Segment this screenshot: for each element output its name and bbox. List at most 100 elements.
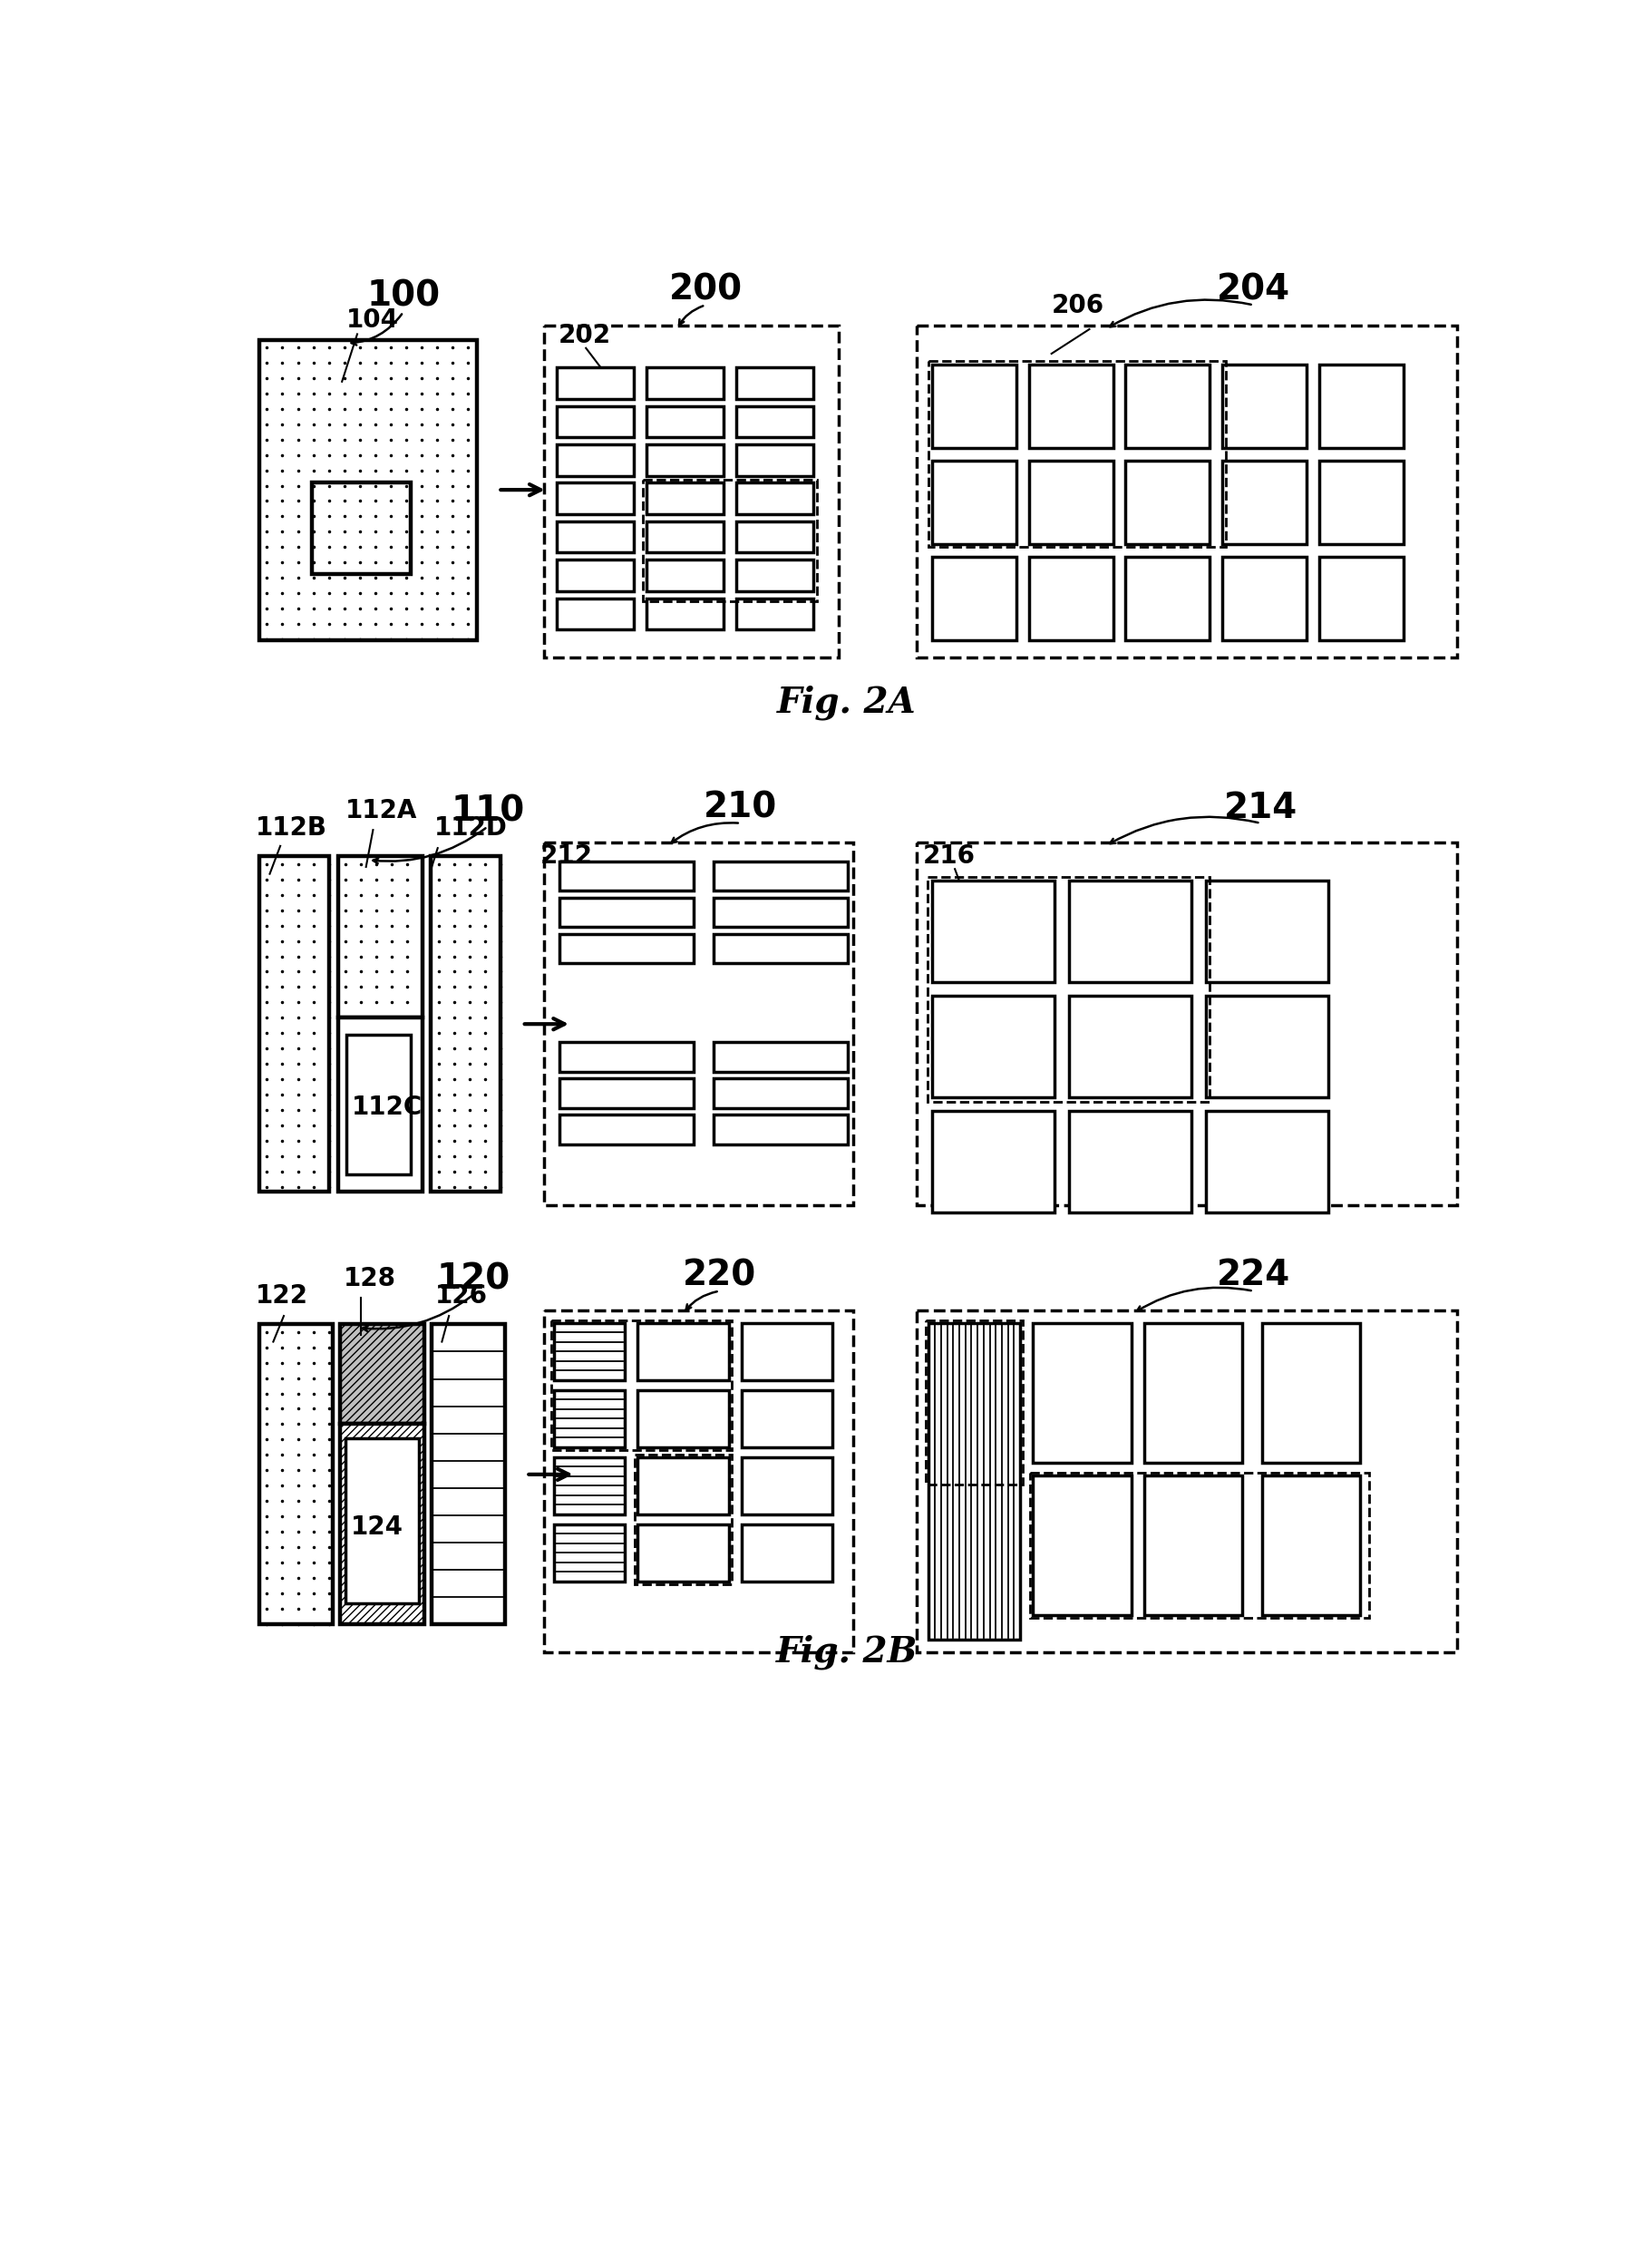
Bar <box>555 1525 624 1581</box>
Bar <box>259 1325 334 1624</box>
Bar <box>431 1325 506 1624</box>
Bar <box>742 1322 833 1381</box>
Bar <box>917 1311 1457 1653</box>
Bar <box>714 1080 847 1109</box>
Bar <box>932 996 1054 1098</box>
Bar <box>917 326 1457 657</box>
Bar <box>643 479 818 600</box>
Bar <box>646 367 724 398</box>
Bar <box>714 1041 847 1071</box>
Bar <box>560 1041 694 1071</box>
Text: 200: 200 <box>669 272 742 306</box>
Bar <box>737 560 814 591</box>
Text: 202: 202 <box>558 324 611 349</box>
Text: 214: 214 <box>1224 789 1297 825</box>
Bar <box>737 445 814 477</box>
Bar <box>431 857 501 1192</box>
Bar <box>1069 882 1191 983</box>
Bar <box>737 484 814 515</box>
Bar <box>557 484 634 515</box>
Bar <box>737 367 814 398</box>
Text: 126: 126 <box>434 1284 487 1309</box>
Bar <box>646 445 724 477</box>
Bar <box>646 598 724 630</box>
Bar <box>1262 1475 1360 1615</box>
Text: 224: 224 <box>1216 1257 1290 1293</box>
Text: 100: 100 <box>367 279 439 313</box>
Bar <box>742 1390 833 1446</box>
Bar <box>737 598 814 630</box>
Bar <box>1222 461 1307 544</box>
Text: 206: 206 <box>1051 292 1104 319</box>
Bar <box>917 843 1457 1205</box>
Bar <box>737 522 814 553</box>
Bar <box>927 1320 1023 1484</box>
Bar <box>340 1325 425 1424</box>
Bar <box>555 1457 624 1514</box>
Bar <box>1069 996 1191 1098</box>
Text: 112B: 112B <box>256 816 327 841</box>
Bar <box>742 1525 833 1581</box>
Bar <box>1206 996 1328 1098</box>
Bar <box>312 484 410 573</box>
Bar <box>1032 1475 1132 1615</box>
Bar <box>1125 558 1209 641</box>
Bar <box>928 362 1226 547</box>
Bar <box>339 1017 423 1192</box>
Text: Fig. 2A: Fig. 2A <box>776 686 917 720</box>
Bar <box>557 445 634 477</box>
Text: 212: 212 <box>540 843 593 868</box>
Text: 104: 104 <box>347 308 398 333</box>
Bar <box>555 1390 624 1446</box>
Bar <box>347 1035 411 1174</box>
Bar <box>557 598 634 630</box>
Bar <box>1029 364 1113 448</box>
Bar <box>544 843 852 1205</box>
Bar <box>1320 558 1404 641</box>
Text: 124: 124 <box>350 1514 403 1541</box>
Bar <box>714 897 847 927</box>
Bar <box>932 558 1016 641</box>
Bar <box>638 1390 729 1446</box>
Bar <box>555 1322 624 1381</box>
Bar <box>1222 558 1307 641</box>
Bar <box>560 897 694 927</box>
Bar <box>714 861 847 891</box>
Bar <box>1262 1322 1360 1462</box>
Bar <box>928 1322 1021 1640</box>
Bar <box>737 407 814 439</box>
Bar <box>932 364 1016 448</box>
Bar <box>1222 364 1307 448</box>
Bar <box>1069 1111 1191 1212</box>
Bar <box>560 933 694 963</box>
Bar <box>646 407 724 439</box>
Bar <box>1029 461 1113 544</box>
Bar <box>1206 1111 1328 1212</box>
Text: 112A: 112A <box>345 798 416 823</box>
Bar <box>544 1311 852 1653</box>
Text: Fig. 2B: Fig. 2B <box>776 1635 917 1671</box>
Bar <box>560 861 694 891</box>
Bar <box>742 1457 833 1514</box>
Bar <box>638 1525 729 1581</box>
Bar <box>932 1111 1054 1212</box>
Bar <box>345 1437 418 1604</box>
Bar <box>714 933 847 963</box>
Bar <box>552 1320 732 1451</box>
Bar <box>1031 1473 1370 1617</box>
Bar <box>560 1080 694 1109</box>
Text: 204: 204 <box>1218 272 1290 306</box>
Bar <box>646 560 724 591</box>
Bar <box>932 882 1054 983</box>
Text: 120: 120 <box>436 1262 510 1295</box>
Text: 110: 110 <box>451 794 524 828</box>
Bar <box>927 877 1209 1102</box>
Bar <box>259 857 329 1192</box>
Bar <box>544 326 839 657</box>
Bar <box>1320 461 1404 544</box>
Bar <box>560 1116 694 1145</box>
Text: 210: 210 <box>704 789 778 825</box>
Bar <box>339 857 423 1017</box>
Bar <box>557 407 634 439</box>
Bar <box>1320 364 1404 448</box>
